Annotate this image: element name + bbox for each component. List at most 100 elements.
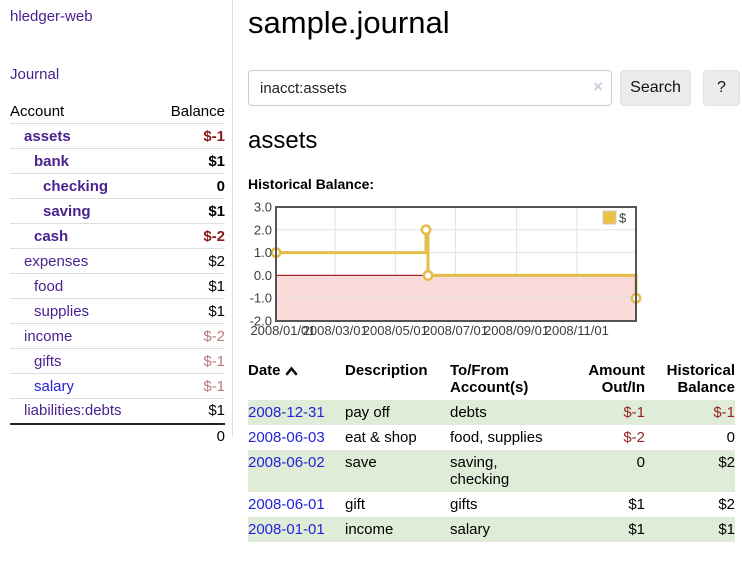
data-point-markers	[270, 224, 642, 304]
gridlines	[276, 207, 636, 321]
svg-text:3.0: 3.0	[254, 200, 272, 215]
account-balance: $-1	[154, 123, 225, 149]
transaction-description: pay off	[345, 404, 390, 421]
transaction-accounts: salary	[450, 521, 491, 538]
transaction-date-link[interactable]: 2008-12-31	[248, 404, 325, 421]
account-link-gifts[interactable]: gifts	[34, 352, 62, 370]
account-link-checking[interactable]: checking	[43, 177, 109, 195]
total-balance: 0	[154, 422, 225, 449]
svg-text:-1.0: -1.0	[250, 291, 272, 306]
account-heading: assets	[248, 127, 318, 154]
svg-text:2.0: 2.0	[254, 222, 272, 237]
account-balance: $1	[154, 298, 225, 324]
transaction-balance: $1	[718, 521, 735, 538]
sidebar: hledger-web Journal Account Balance asse…	[0, 0, 233, 449]
transaction-date-link[interactable]: 2008-06-01	[248, 496, 325, 513]
account-link-salary[interactable]: salary	[34, 377, 75, 395]
account-balance: $-2	[154, 223, 225, 249]
account-balance: $-1	[154, 348, 225, 374]
account-row: bank $1	[10, 148, 225, 174]
account-row: assets $-1	[10, 123, 225, 149]
chart-svg: $ 3.0 2.0 1.0 0.0 -1.0 -2.0 2008/01/01 2…	[250, 200, 642, 338]
account-link-expenses[interactable]: expenses	[24, 252, 89, 270]
transaction-date-link[interactable]: 2008-01-01	[248, 521, 325, 538]
svg-text:2008/01/01: 2008/01/01	[250, 323, 315, 338]
svg-text:0.0: 0.0	[254, 268, 272, 283]
transaction-description: save	[345, 454, 377, 471]
date-column-header[interactable]: Date	[248, 360, 345, 400]
search-button[interactable]: Search	[620, 70, 691, 106]
account-link-income[interactable]: income	[24, 327, 73, 345]
total-row: 0	[10, 422, 225, 449]
account-balance: $-2	[154, 323, 225, 349]
account-row: cash $-2	[10, 223, 225, 249]
transaction-row: 2008-06-03 eat & shop food, supplies $-2 0	[248, 425, 735, 450]
transaction-row: 2008-06-01 gift gifts $1 $2	[248, 492, 735, 517]
transaction-balance: $2	[718, 454, 735, 471]
app-title-link[interactable]: hledger-web	[10, 8, 93, 25]
accounts-column-header: To/From Account(s)	[450, 362, 529, 396]
transaction-amount: $-1	[623, 404, 645, 421]
account-row: gifts $-1	[10, 348, 225, 374]
transaction-date-link[interactable]: 2008-06-03	[248, 429, 325, 446]
sidebar-item-journal[interactable]: Journal	[10, 66, 60, 83]
amount-column-header: Amount Out/In	[588, 362, 645, 396]
app-title: hledger-web	[10, 8, 232, 25]
svg-text:1.0: 1.0	[254, 245, 272, 260]
transaction-row: 2008-01-01 income salary $1 $1	[248, 517, 735, 542]
transaction-balance: $-1	[713, 404, 735, 421]
svg-text:2008/05/01: 2008/05/01	[363, 323, 428, 338]
help-button[interactable]: ?	[703, 70, 740, 106]
main-content: sample.journal × Search ? assets Histori…	[248, 0, 742, 542]
transaction-description: eat & shop	[345, 429, 417, 446]
page-title: sample.journal	[248, 5, 450, 40]
account-link-cash[interactable]: cash	[34, 227, 69, 245]
chart-legend: $	[602, 210, 627, 226]
description-column-header: Description	[345, 362, 428, 379]
sort-ascending-icon	[285, 366, 297, 376]
account-row: expenses $2	[10, 248, 225, 274]
transaction-row: 2008-06-02 save saving, checking 0 $2	[248, 450, 735, 492]
legend-swatch	[602, 210, 617, 225]
register-table: Date Description To/From Account(s) Amou…	[248, 360, 735, 542]
account-balance: $1	[154, 273, 225, 299]
transaction-description: gift	[345, 496, 366, 513]
account-row: supplies $1	[10, 298, 225, 324]
legend-label: $	[619, 211, 627, 226]
transaction-row: 2008-12-31 pay off debts $-1 $-1	[248, 400, 735, 425]
svg-text:2008/11/01: 2008/11/01	[545, 323, 609, 338]
y-axis-labels: 3.0 2.0 1.0 0.0 -1.0 -2.0	[250, 200, 272, 329]
chart-title: Historical Balance:	[248, 176, 375, 192]
clear-search-icon[interactable]: ×	[593, 77, 603, 96]
account-link-food[interactable]: food	[34, 277, 64, 295]
account-link-supplies[interactable]: supplies	[34, 302, 90, 320]
transaction-amount: $1	[628, 496, 645, 513]
account-balance: $1	[154, 398, 225, 424]
account-row: saving $1	[10, 198, 225, 224]
account-link-assets[interactable]: assets	[24, 127, 71, 145]
search-form: × Search ?	[248, 70, 742, 106]
transaction-balance: $2	[718, 496, 735, 513]
transaction-amount: $1	[628, 521, 645, 538]
transaction-amount: $-2	[623, 429, 645, 446]
account-link-bank[interactable]: bank	[34, 152, 70, 170]
x-axis-labels: 2008/01/01 2008/03/01 2008/05/01 2008/07…	[250, 323, 608, 338]
plot-border	[275, 206, 637, 322]
transaction-balance: 0	[726, 429, 735, 446]
account-link-saving[interactable]: saving	[43, 202, 91, 220]
account-balance-table: Account Balance assets $-1 bank $1 checking 0…	[10, 100, 225, 449]
svg-text:2008/03/01: 2008/03/01	[303, 323, 368, 338]
svg-text:2008/09/01: 2008/09/01	[484, 323, 549, 338]
account-balance: $1	[154, 198, 225, 224]
transaction-accounts: saving, checking	[450, 454, 510, 488]
balance-column-header: Balance	[170, 103, 225, 120]
account-balance: $1	[154, 148, 225, 174]
balance-column-header-main: Historical Balance	[666, 362, 735, 396]
account-balance: 0	[154, 173, 225, 199]
account-balance: $-1	[154, 373, 225, 399]
account-link-liabilities-debts[interactable]: liabilities:debts	[24, 402, 122, 420]
transaction-date-link[interactable]: 2008-06-02	[248, 454, 325, 471]
historical-balance-chart: $ 3.0 2.0 1.0 0.0 -1.0 -2.0 2008/01/01 2…	[243, 200, 742, 340]
search-input[interactable]	[248, 70, 612, 106]
account-row: income $-2	[10, 323, 225, 349]
